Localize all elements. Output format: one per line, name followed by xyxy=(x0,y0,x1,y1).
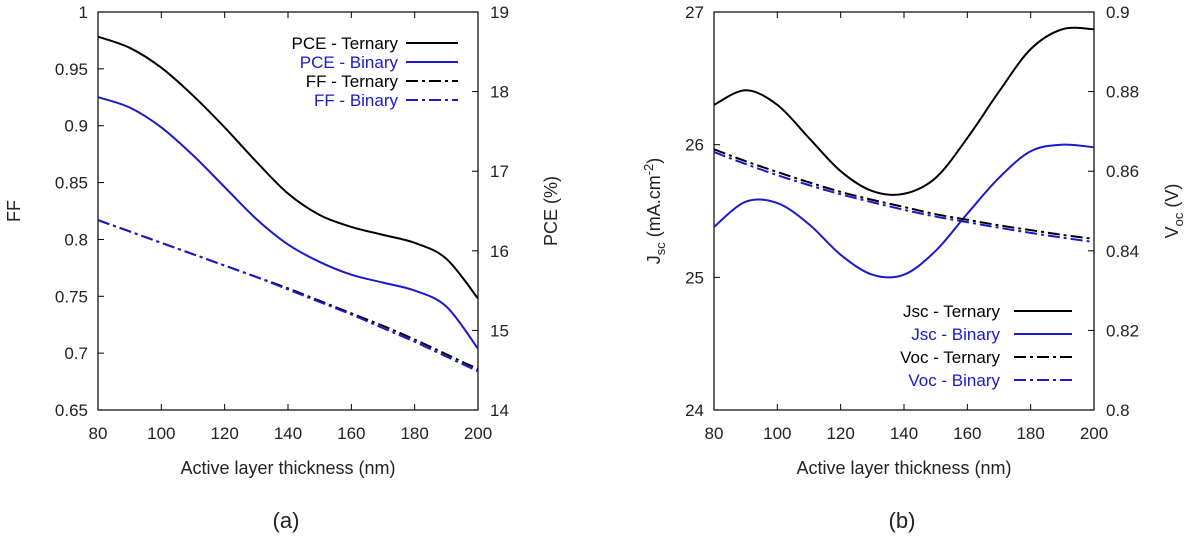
y-right-tick-label: 0.88 xyxy=(1106,83,1139,102)
panel-caption-a: (a) xyxy=(273,508,300,533)
x-ticks-a: 80 100 120 140 160 180 200 xyxy=(89,12,492,443)
series-line-ff-binary xyxy=(97,219,479,373)
y-right-label-b: Voc (V) xyxy=(1162,184,1186,239)
y-left-tick-label: 0.75 xyxy=(55,287,88,306)
x-tick-label: 160 xyxy=(337,424,365,443)
series-line-pce-binary xyxy=(97,96,479,350)
y-left-label-a: FF xyxy=(4,200,24,222)
y-left-tick-label: 27 xyxy=(685,3,704,22)
y-right-tick-label: 0.84 xyxy=(1106,242,1139,261)
legend-label: Jsc - Binary xyxy=(911,325,1000,344)
x-tick-label: 180 xyxy=(400,424,428,443)
y-right-tick-label: 0.9 xyxy=(1106,3,1130,22)
x-tick-label: 80 xyxy=(89,424,108,443)
y-right-tick-label: 17 xyxy=(490,162,509,181)
x-tick-label: 200 xyxy=(1080,424,1108,443)
x-tick-label: 140 xyxy=(274,424,302,443)
x-tick-label: 100 xyxy=(763,424,791,443)
y-left-tick-label: 25 xyxy=(685,268,704,287)
x-tick-label: 120 xyxy=(826,424,854,443)
y-left-ticks-b: 24 25 26 27 xyxy=(685,3,720,420)
x-tick-label: 200 xyxy=(464,424,492,443)
y-left-tick-label: 0.9 xyxy=(64,117,88,136)
y-right-label-a: PCE (%) xyxy=(541,176,561,246)
y-right-tick-label: 0.86 xyxy=(1106,162,1139,181)
series-line-pce-ternary xyxy=(97,35,479,300)
series-lines-a xyxy=(97,35,479,373)
series-line-ff-ternary xyxy=(97,219,479,370)
legend-label: Voc - Ternary xyxy=(900,348,1000,367)
legend-a: PCE - Ternary PCE - Binary FF - Ternary … xyxy=(292,34,458,110)
y-left-tick-label: 24 xyxy=(685,401,704,420)
y-left-tick-label: 1 xyxy=(79,3,88,22)
y-left-tick-label: 26 xyxy=(685,136,704,155)
x-tick-label: 100 xyxy=(147,424,175,443)
y-right-tick-label: 14 xyxy=(490,401,509,420)
legend-label: PCE - Ternary xyxy=(292,34,399,53)
x-tick-label: 120 xyxy=(210,424,238,443)
x-axis-label-b: Active layer thickness (nm) xyxy=(796,458,1011,478)
series-line-voc-binary xyxy=(713,151,1095,244)
legend-label: PCE - Binary xyxy=(300,53,399,72)
y-right-tick-label: 19 xyxy=(490,3,509,22)
plot-frame-a xyxy=(97,11,479,411)
y-left-tick-label: 0.85 xyxy=(55,174,88,193)
x-tick-label: 160 xyxy=(953,424,981,443)
legend-label: Jsc - Ternary xyxy=(903,302,1000,321)
x-ticks-b: 80 100 120 140 160 180 200 xyxy=(705,12,1108,443)
series-line-jsc-ternary xyxy=(713,26,1095,196)
x-tick-label: 140 xyxy=(890,424,918,443)
y-right-tick-label: 0.8 xyxy=(1106,401,1130,420)
series-line-voc-ternary xyxy=(713,148,1095,240)
y-right-tick-label: 15 xyxy=(490,321,509,340)
y-right-tick-label: 18 xyxy=(490,83,509,102)
y-right-tick-label: 0.82 xyxy=(1106,321,1139,340)
y-left-tick-label: 0.7 xyxy=(64,344,88,363)
legend-b: Jsc - Ternary Jsc - Binary Voc - Ternary… xyxy=(900,302,1072,390)
y-left-label-b: Jsc (mA.cm-2) xyxy=(641,158,668,265)
x-tick-label: 80 xyxy=(705,424,724,443)
y-left-tick-label: 0.65 xyxy=(55,401,88,420)
y-right-tick-label: 16 xyxy=(490,242,509,261)
x-axis-label-a: Active layer thickness (nm) xyxy=(180,458,395,478)
legend-label: FF - Binary xyxy=(314,91,399,110)
y-right-ticks-a: 14 15 16 17 18 19 xyxy=(472,3,509,420)
x-tick-label: 180 xyxy=(1016,424,1044,443)
y-left-tick-label: 0.8 xyxy=(64,230,88,249)
panel-caption-b: (b) xyxy=(889,508,916,533)
legend-label: Voc - Binary xyxy=(908,371,1000,390)
series-line-jsc-binary xyxy=(713,143,1095,279)
series-lines-b xyxy=(713,26,1095,279)
y-left-tick-label: 0.95 xyxy=(55,60,88,79)
legend-label: FF - Ternary xyxy=(306,72,399,91)
chart-a: 80 100 120 140 160 180 200 0.650.70.750.80.850… xyxy=(4,3,561,533)
y-right-ticks-b: 0.8 0.82 0.84 0.86 0.88 0.9 xyxy=(1088,3,1139,420)
y-left-ticks-a: 0.65 0.7 0.75 0.8 0.85 0.9 0.95 1 xyxy=(55,3,104,420)
